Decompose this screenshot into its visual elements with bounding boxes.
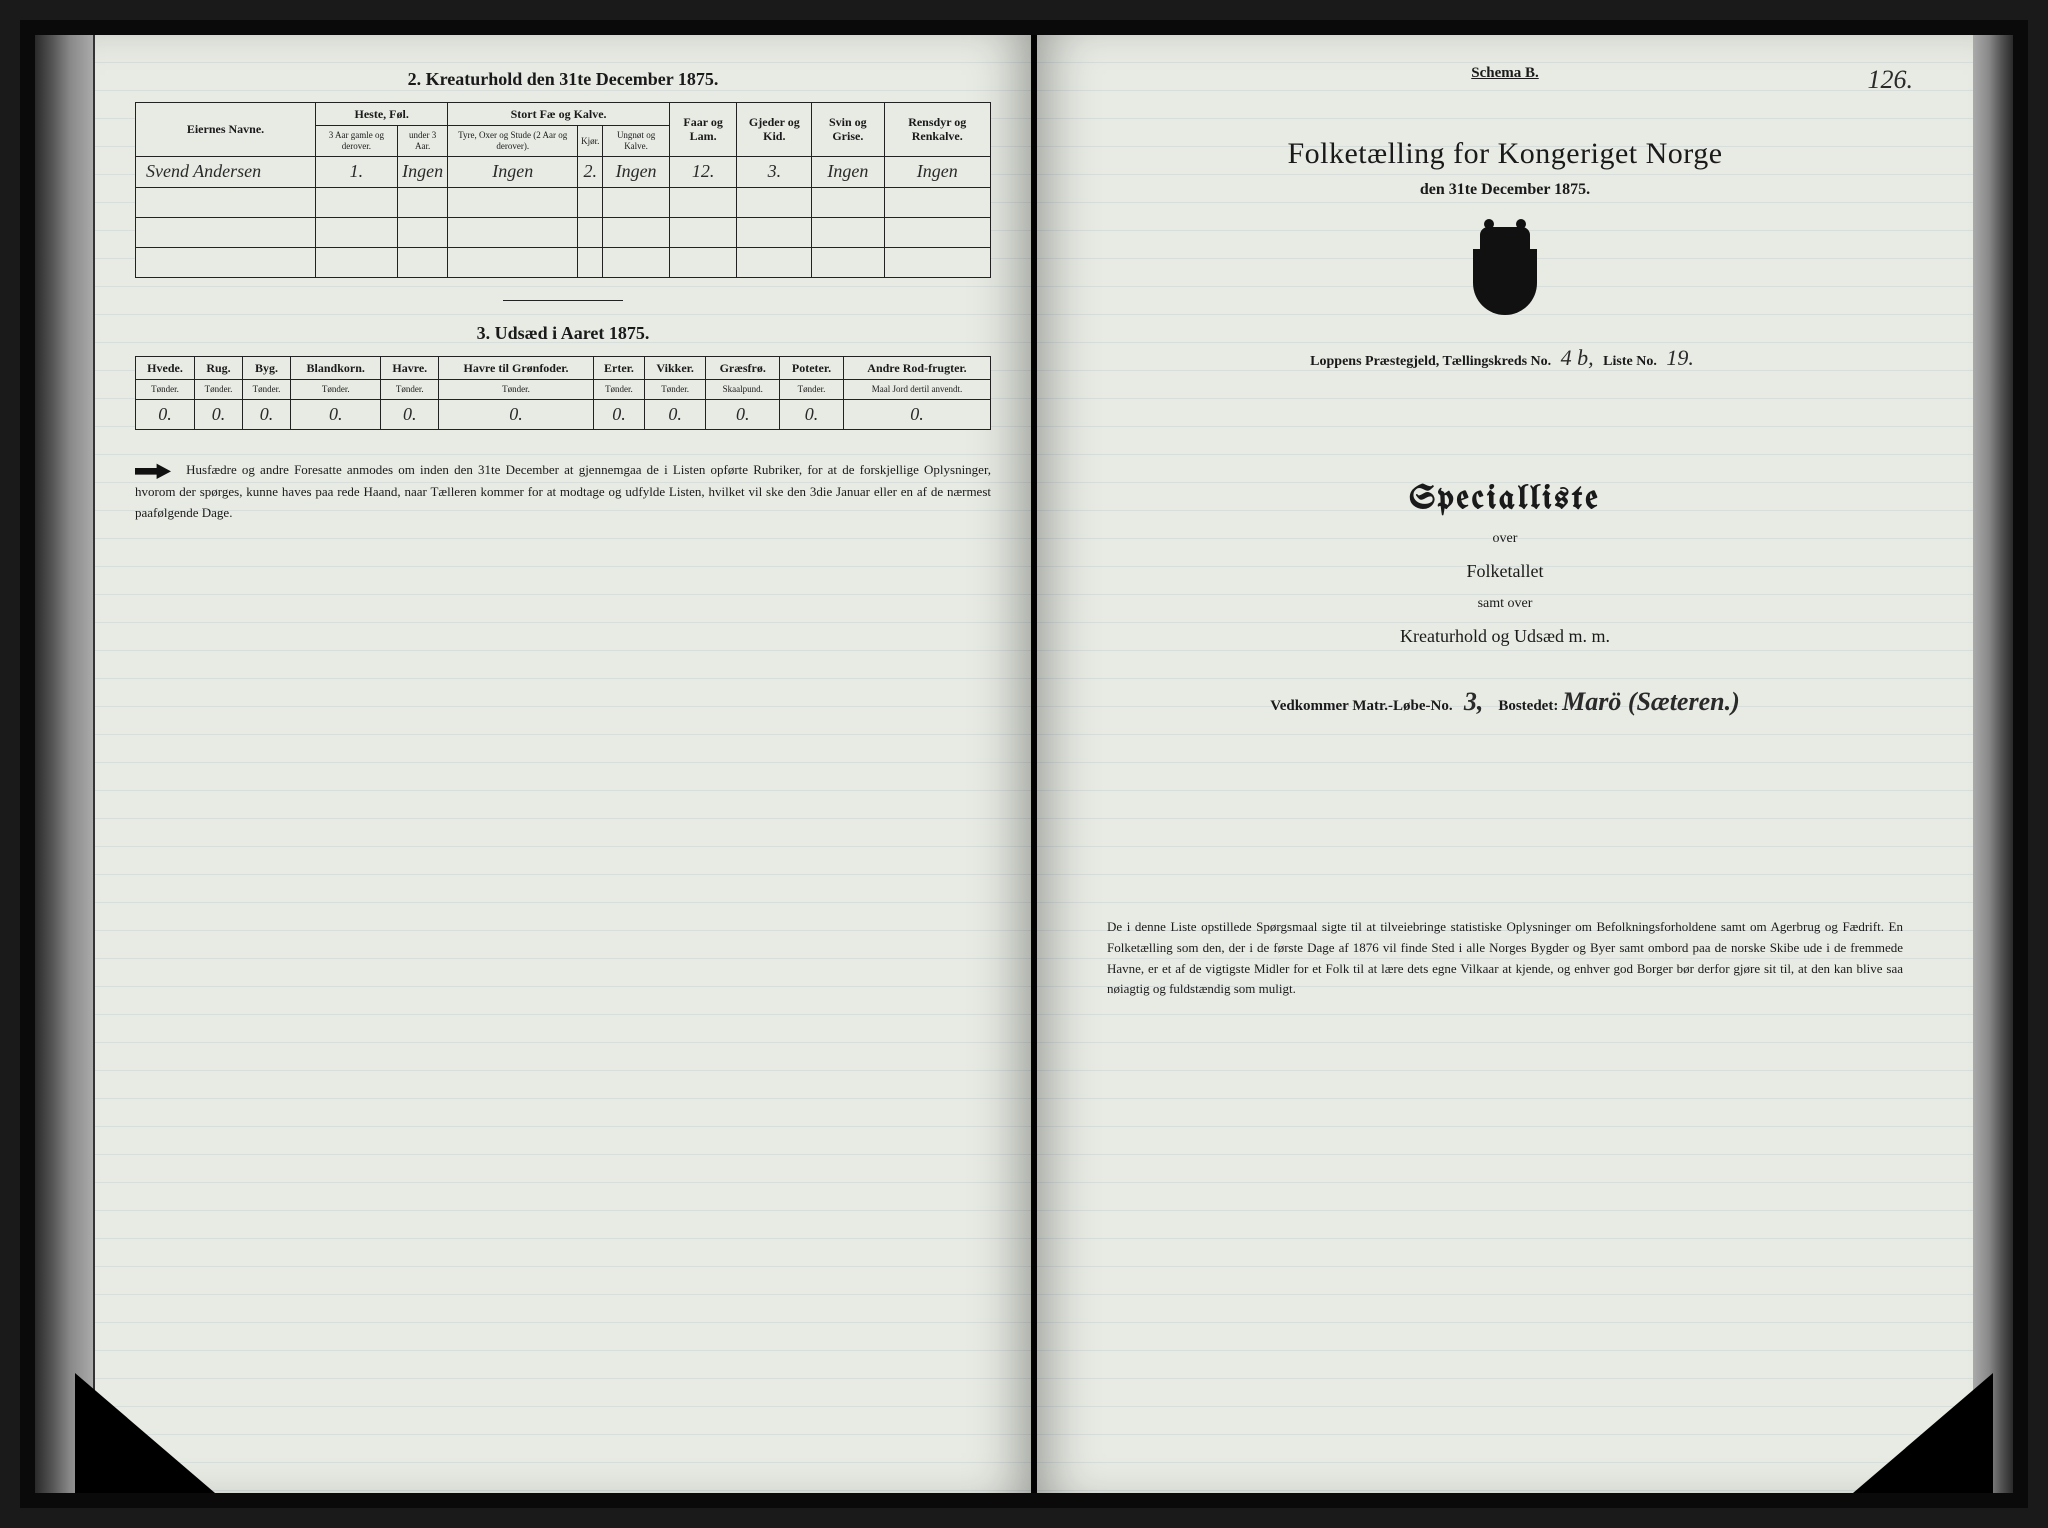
footnote-text: Husfædre og andre Foresatte anmodes om i… [135, 462, 991, 519]
th-sub: Tønder. [780, 379, 844, 399]
th-goat: Gjeder og Kid. [737, 103, 812, 157]
cell: 0. [644, 399, 705, 430]
cell: 0. [194, 399, 242, 430]
cell: 0. [291, 399, 381, 430]
th-sub: Maal Jord dertil anvendt. [843, 379, 990, 399]
section2-title: 2. Kreaturhold den 31te December 1875. [135, 69, 991, 90]
th-horse: Heste, Føl. [316, 103, 448, 126]
table-row: 0.0.0.0.0.0.0.0.0.0.0. [136, 399, 991, 430]
th-sub: Skaalpund. [706, 379, 780, 399]
cell: 12. [669, 156, 737, 187]
th: Blandkorn. [291, 356, 381, 379]
th-cattle: Stort Fæ og Kalve. [448, 103, 669, 126]
th-reindeer: Rensdyr og Renkalve. [884, 103, 991, 157]
book-spread: 2. Kreaturhold den 31te December 1875. E… [20, 20, 2028, 1508]
section3-title: 3. Udsæd i Aaret 1875. [135, 323, 991, 344]
th-sub: Tønder. [243, 379, 291, 399]
meta-prefix: Loppens Præstegjeld, Tællingskreds No. [1310, 354, 1551, 369]
binding-right [1973, 35, 2013, 1493]
cell: 0. [136, 399, 195, 430]
th: Havre. [381, 356, 439, 379]
sub-title: den 31te December 1875. [1077, 181, 1933, 199]
th-sub: Tønder. [136, 379, 195, 399]
page-left: 2. Kreaturhold den 31te December 1875. E… [95, 35, 1031, 1493]
table-row [136, 247, 991, 277]
over: over [1077, 531, 1933, 547]
th-sub: Tønder. [644, 379, 705, 399]
th: Havre til Grønfoder. [439, 356, 594, 379]
meta-kreds: 4 b, [1561, 345, 1594, 370]
cell: Ingen [603, 156, 669, 187]
bostedet-label: Bostedet: [1498, 698, 1558, 714]
th-sub: Tønder. [194, 379, 242, 399]
meta-line: Loppens Præstegjeld, Tællingskreds No. 4… [1077, 345, 1933, 371]
cell: Ingen [448, 156, 578, 187]
th: Hvede. [136, 356, 195, 379]
specialliste-title: Specialliste [1077, 481, 1933, 517]
cell: 0. [439, 399, 594, 430]
th: Græsfrø. [706, 356, 780, 379]
cell: 3. [737, 156, 812, 187]
meta-liste-label: Liste No. [1603, 354, 1657, 369]
cell: 2. [578, 156, 603, 187]
th-pig: Svin og Grise. [812, 103, 884, 157]
vedk-label: Vedkommer Matr.-Løbe-No. [1270, 698, 1452, 714]
coat-of-arms-icon [1467, 227, 1543, 317]
main-title: Folketælling for Kongeriget Norge [1077, 137, 1933, 171]
cell: 0. [593, 399, 644, 430]
th-c3: Ungnøt og Kalve. [603, 126, 669, 157]
page-right: 126. Schema B. Folketælling for Kongerig… [1037, 35, 1973, 1493]
cell: 0. [243, 399, 291, 430]
table-row [136, 217, 991, 247]
table-livestock: Eiernes Navne. Heste, Føl. Stort Fæ og K… [135, 102, 991, 278]
th-sub: Tønder. [291, 379, 381, 399]
th-owner: Eiernes Navne. [136, 103, 316, 157]
divider [503, 300, 623, 301]
schema-label: Schema B. [1077, 65, 1933, 82]
corner-shadow [75, 1373, 215, 1493]
page-number: 126. [1868, 65, 1914, 95]
table-sowing: Hvede.Rug.Byg.Blandkorn.Havre.Havre til … [135, 356, 991, 431]
th-sub: Tønder. [381, 379, 439, 399]
th-sub: Tønder. [593, 379, 644, 399]
left-footnote: Husfædre og andre Foresatte anmodes om i… [135, 460, 991, 522]
th: Erter. [593, 356, 644, 379]
cell: 0. [780, 399, 844, 430]
meta-liste: 19. [1666, 345, 1694, 370]
table-row [136, 187, 991, 217]
vedk-no: 3, [1464, 687, 1484, 716]
cell: 0. [843, 399, 990, 430]
th: Byg. [243, 356, 291, 379]
cell: 0. [381, 399, 439, 430]
corner-shadow [1853, 1373, 1993, 1493]
th: Poteter. [780, 356, 844, 379]
vedkommer-line: Vedkommer Matr.-Løbe-No. 3, Bostedet: Ma… [1077, 687, 1933, 717]
th-c2: Kjør. [578, 126, 603, 157]
kreatur: Kreaturhold og Udsæd m. m. [1077, 626, 1933, 647]
th: Andre Rod-frugter. [843, 356, 990, 379]
bostedet: Marö (Sæteren.) [1562, 687, 1740, 716]
cell-owner: Svend Andersen [136, 156, 316, 187]
cell: 1. [316, 156, 398, 187]
folketallet: Folketallet [1077, 561, 1933, 582]
th: Rug. [194, 356, 242, 379]
samt: samt over [1077, 596, 1933, 612]
binding-left [35, 35, 95, 1493]
cell: Ingen [397, 156, 448, 187]
table-row: Svend Andersen 1. Ingen Ingen 2. Ingen 1… [136, 156, 991, 187]
th-sub: Tønder. [439, 379, 594, 399]
th-c1: Tyre, Oxer og Stude (2 Aar og derover). [448, 126, 578, 157]
right-footnote: De i denne Liste opstillede Spørgsmaal s… [1077, 917, 1933, 1000]
cell: Ingen [884, 156, 991, 187]
th-h1: 3 Aar gamle og derover. [316, 126, 398, 157]
cell: 0. [706, 399, 780, 430]
th-sheep: Faar og Lam. [669, 103, 737, 157]
pointing-hand-icon [135, 460, 171, 482]
cell: Ingen [812, 156, 884, 187]
th-h2: under 3 Aar. [397, 126, 448, 157]
th: Vikker. [644, 356, 705, 379]
